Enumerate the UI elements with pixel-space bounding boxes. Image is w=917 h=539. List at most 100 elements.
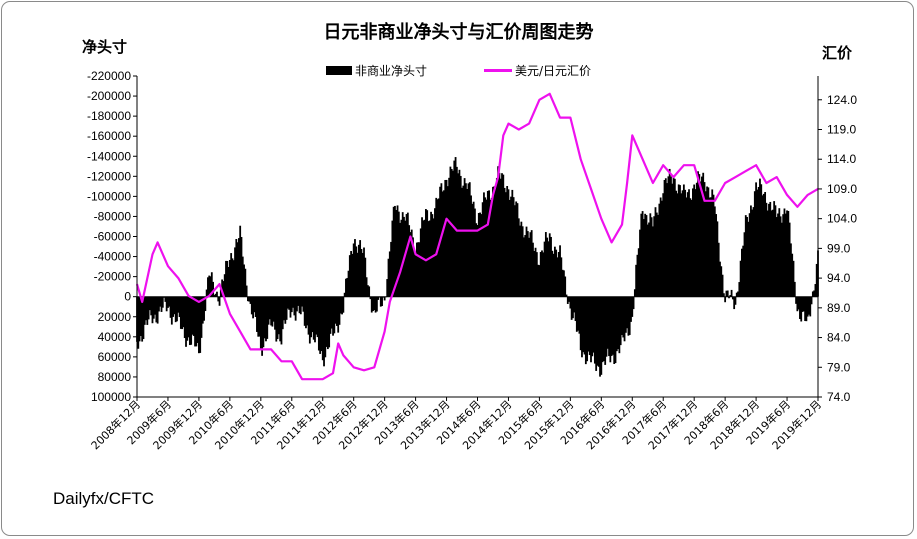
position-bar bbox=[283, 296, 285, 321]
chart-title: 日元非商业净头寸与汇价周图走势 bbox=[323, 22, 594, 43]
position-bar bbox=[593, 296, 596, 364]
position-bar bbox=[640, 213, 643, 297]
position-bar bbox=[606, 296, 609, 349]
position-bar bbox=[375, 296, 378, 312]
legend-swatch-bar bbox=[326, 66, 352, 75]
position-bar bbox=[642, 219, 645, 297]
position-bar bbox=[364, 257, 367, 297]
position-bar bbox=[381, 296, 383, 307]
position-bar bbox=[677, 184, 680, 297]
position-bar bbox=[578, 296, 581, 334]
x-tick-labels: 2008年12月2009年6月2009年12月2010年6月2010年12月20… bbox=[88, 397, 824, 452]
position-bar bbox=[608, 296, 610, 357]
position-bar bbox=[551, 250, 554, 297]
position-bar bbox=[525, 226, 528, 297]
position-bar bbox=[529, 232, 532, 297]
position-bar bbox=[216, 291, 218, 297]
position-bar bbox=[782, 214, 785, 297]
position-bar bbox=[632, 296, 635, 310]
position-bar bbox=[784, 213, 787, 297]
position-bar bbox=[524, 235, 527, 297]
position-bar bbox=[195, 296, 198, 347]
position-bar bbox=[676, 193, 679, 297]
position-bar bbox=[801, 296, 804, 312]
position-bar bbox=[397, 211, 400, 297]
position-bar bbox=[511, 189, 514, 297]
position-bar bbox=[688, 189, 690, 297]
position-bar bbox=[481, 202, 484, 297]
position-bar bbox=[213, 294, 216, 297]
position-bar bbox=[587, 296, 590, 352]
position-bar bbox=[591, 296, 594, 357]
position-bar bbox=[493, 186, 496, 297]
position-bar bbox=[399, 222, 402, 297]
position-bar bbox=[199, 296, 202, 353]
position-bar bbox=[323, 296, 325, 367]
position-bar bbox=[506, 186, 509, 297]
position-bar bbox=[760, 184, 763, 297]
position-bar bbox=[210, 272, 213, 297]
position-bar bbox=[203, 296, 205, 321]
right-tick-label: 89.0 bbox=[827, 301, 851, 315]
position-bar bbox=[673, 178, 676, 297]
position-bar bbox=[712, 194, 715, 297]
position-bar bbox=[685, 197, 688, 297]
position-bar bbox=[538, 265, 541, 297]
source-label: Dailyfx/CFTC bbox=[53, 489, 155, 508]
position-bar bbox=[752, 207, 755, 297]
position-bar bbox=[574, 296, 577, 322]
position-bar bbox=[161, 296, 164, 308]
position-bar bbox=[626, 296, 629, 329]
position-bar bbox=[458, 169, 461, 297]
position-bar bbox=[145, 296, 147, 321]
position-bar bbox=[284, 296, 287, 324]
position-bar bbox=[670, 176, 672, 297]
position-bar bbox=[690, 199, 693, 297]
position-bar bbox=[452, 170, 454, 297]
position-bar bbox=[510, 196, 512, 297]
position-bar bbox=[361, 252, 364, 297]
position-bar bbox=[414, 254, 417, 297]
position-bar bbox=[693, 184, 696, 297]
position-bar bbox=[181, 296, 184, 330]
position-bar bbox=[530, 230, 533, 297]
position-bar bbox=[454, 157, 457, 297]
position-bar bbox=[392, 206, 395, 297]
position-bar bbox=[222, 281, 225, 297]
position-bar bbox=[347, 270, 350, 297]
position-bar bbox=[657, 214, 659, 297]
position-bar bbox=[733, 296, 736, 310]
position-bar bbox=[590, 296, 592, 363]
position-bar bbox=[170, 296, 173, 325]
position-bar bbox=[519, 225, 521, 297]
position-bar bbox=[450, 168, 453, 297]
position-bar bbox=[214, 293, 217, 297]
position-bar bbox=[739, 260, 742, 297]
left-axis-label: 净头寸 bbox=[82, 38, 128, 56]
position-bar bbox=[804, 296, 807, 322]
position-bar bbox=[702, 172, 705, 297]
left-tick-label: -20000 bbox=[94, 270, 132, 284]
position-bar bbox=[185, 296, 187, 347]
position-bar bbox=[535, 252, 538, 297]
position-bar bbox=[753, 191, 756, 297]
position-bar bbox=[426, 210, 429, 297]
position-bar bbox=[630, 296, 632, 322]
position-bar bbox=[621, 296, 623, 335]
position-bar bbox=[252, 296, 254, 319]
position-bar bbox=[448, 177, 451, 297]
position-bar bbox=[308, 296, 311, 344]
position-bar bbox=[662, 193, 665, 297]
left-tick-label: -160000 bbox=[87, 129, 131, 143]
position-bar bbox=[623, 296, 626, 342]
position-bar bbox=[814, 284, 817, 297]
left-tick-label: 100000 bbox=[91, 390, 131, 404]
position-bar bbox=[774, 205, 777, 297]
position-bar bbox=[336, 296, 338, 326]
position-bar bbox=[721, 274, 724, 297]
position-bar bbox=[729, 295, 732, 297]
position-bar bbox=[778, 208, 781, 297]
position-bar bbox=[503, 187, 506, 297]
position-bar bbox=[183, 296, 186, 339]
position-bar bbox=[370, 296, 373, 313]
